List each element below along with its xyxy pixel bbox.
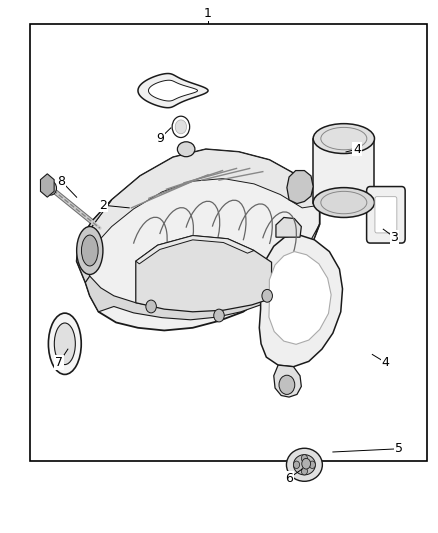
Text: 8: 8	[57, 175, 65, 188]
Ellipse shape	[313, 124, 374, 154]
Polygon shape	[136, 236, 272, 312]
Polygon shape	[40, 174, 54, 197]
Ellipse shape	[313, 188, 374, 217]
Polygon shape	[148, 80, 198, 101]
Circle shape	[214, 309, 224, 322]
Ellipse shape	[81, 235, 98, 266]
Ellipse shape	[48, 313, 81, 374]
Polygon shape	[287, 171, 313, 204]
Polygon shape	[259, 235, 343, 367]
Circle shape	[262, 289, 272, 302]
Text: 6: 6	[285, 472, 293, 484]
Circle shape	[45, 181, 57, 195]
Ellipse shape	[54, 323, 75, 365]
Text: 1: 1	[204, 7, 212, 20]
Polygon shape	[288, 224, 320, 273]
Circle shape	[175, 120, 187, 134]
Circle shape	[293, 461, 300, 469]
Polygon shape	[313, 139, 374, 203]
FancyBboxPatch shape	[367, 187, 405, 243]
Circle shape	[309, 461, 315, 469]
Text: 4: 4	[381, 356, 389, 369]
Text: 4: 4	[353, 143, 361, 156]
FancyBboxPatch shape	[375, 197, 397, 233]
Circle shape	[301, 455, 307, 462]
Polygon shape	[77, 200, 112, 282]
Ellipse shape	[286, 448, 322, 481]
Circle shape	[301, 467, 307, 475]
Text: 7: 7	[55, 356, 63, 369]
Circle shape	[279, 375, 295, 394]
Polygon shape	[276, 217, 301, 237]
Polygon shape	[77, 149, 320, 330]
Text: 2: 2	[99, 199, 107, 212]
Polygon shape	[274, 365, 301, 397]
Text: 9: 9	[156, 132, 164, 145]
Text: 3: 3	[390, 231, 398, 244]
Circle shape	[172, 116, 190, 138]
Polygon shape	[92, 149, 320, 241]
Circle shape	[146, 300, 156, 313]
Ellipse shape	[293, 455, 315, 475]
Polygon shape	[269, 252, 331, 344]
Polygon shape	[136, 236, 254, 264]
Ellipse shape	[177, 142, 195, 157]
Text: 5: 5	[395, 442, 403, 455]
Polygon shape	[85, 276, 280, 320]
Ellipse shape	[77, 227, 103, 274]
Bar	[30, 24, 427, 461]
Polygon shape	[138, 74, 208, 108]
Circle shape	[302, 458, 311, 469]
